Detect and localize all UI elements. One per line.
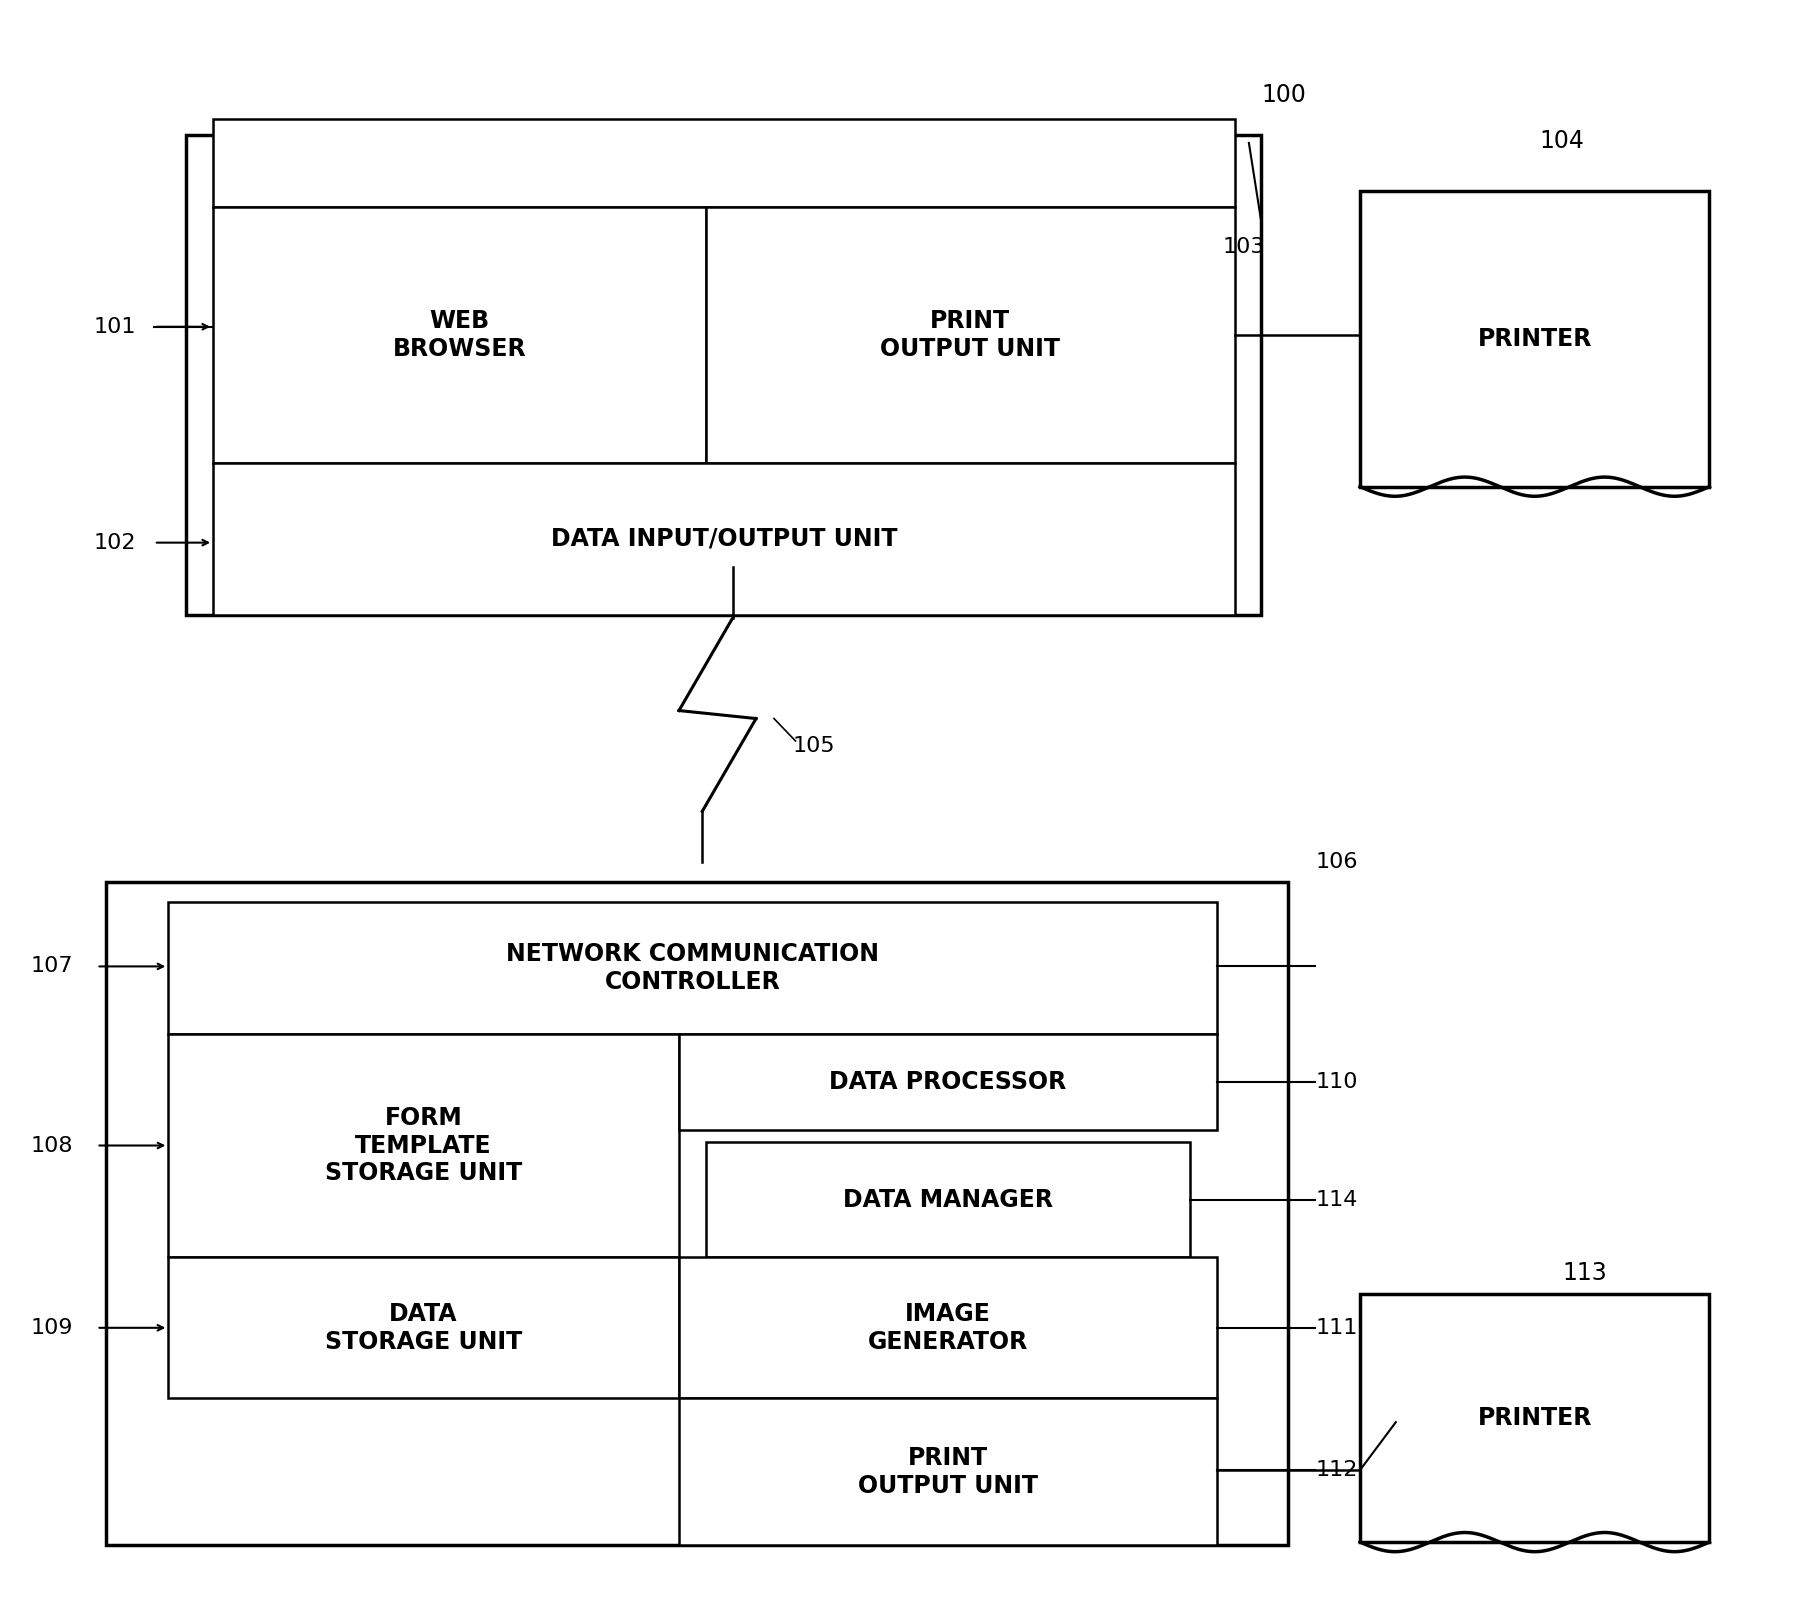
Text: IMAGE
GENERATOR: IMAGE GENERATOR: [866, 1302, 1027, 1353]
Text: 105: 105: [792, 736, 834, 756]
Text: PRINTER: PRINTER: [1476, 327, 1590, 350]
Text: PRINTER: PRINTER: [1476, 1407, 1590, 1431]
Text: 101: 101: [94, 316, 135, 337]
Bar: [168, 1258, 679, 1398]
Text: WEB
BROWSER: WEB BROWSER: [392, 308, 525, 361]
Bar: [168, 902, 1217, 1034]
Text: 113: 113: [1561, 1261, 1606, 1286]
Text: 112: 112: [1314, 1460, 1357, 1481]
Bar: [679, 1258, 1217, 1398]
Bar: [213, 206, 706, 463]
Text: FORM
TEMPLATE
STORAGE UNIT: FORM TEMPLATE STORAGE UNIT: [325, 1107, 522, 1186]
Text: 100: 100: [1260, 82, 1305, 106]
Text: NETWORK COMMUNICATION
CONTROLLER: NETWORK COMMUNICATION CONTROLLER: [505, 942, 879, 994]
Bar: [1359, 190, 1709, 487]
Text: DATA PROCESSOR: DATA PROCESSOR: [828, 1069, 1065, 1094]
Text: 106: 106: [1314, 852, 1357, 873]
Bar: [105, 882, 1287, 1545]
Bar: [213, 463, 1235, 615]
Text: DATA
STORAGE UNIT: DATA STORAGE UNIT: [325, 1302, 522, 1353]
Text: PRINT
OUTPUT UNIT: PRINT OUTPUT UNIT: [879, 308, 1060, 361]
Text: DATA MANAGER: DATA MANAGER: [843, 1187, 1052, 1211]
Text: 107: 107: [31, 957, 72, 976]
Text: 108: 108: [31, 1136, 72, 1155]
Text: 103: 103: [1222, 237, 1264, 256]
Bar: [168, 1034, 679, 1258]
Bar: [679, 1034, 1217, 1129]
Bar: [1359, 1294, 1709, 1542]
Bar: [679, 1398, 1217, 1545]
Text: 114: 114: [1314, 1190, 1357, 1210]
Text: DATA INPUT/OUTPUT UNIT: DATA INPUT/OUTPUT UNIT: [551, 527, 897, 550]
Text: 104: 104: [1538, 129, 1583, 153]
Text: 109: 109: [31, 1318, 72, 1337]
Text: PRINT
OUTPUT UNIT: PRINT OUTPUT UNIT: [857, 1445, 1038, 1497]
Text: 110: 110: [1314, 1071, 1357, 1092]
Bar: [186, 135, 1260, 615]
Text: 102: 102: [94, 532, 135, 553]
Bar: [213, 119, 1235, 206]
Text: 111: 111: [1314, 1318, 1357, 1337]
Bar: [706, 1142, 1189, 1258]
Bar: [706, 206, 1235, 463]
